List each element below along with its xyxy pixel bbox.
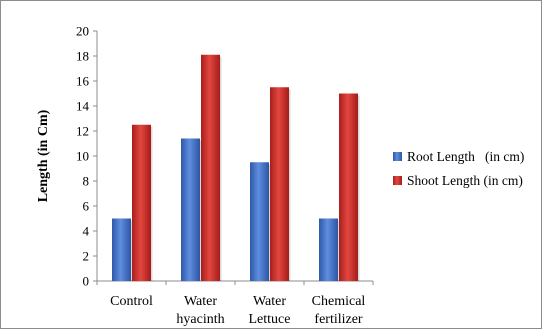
- legend: Root Length (in cm) Shoot Length (in cm): [393, 149, 524, 188]
- x-tick-label: fertilizer: [314, 312, 363, 327]
- y-tick-label: 12: [76, 124, 89, 139]
- y-tick-label: 16: [76, 74, 90, 89]
- y-tick-label: 10: [76, 149, 89, 164]
- bar-root-length: [181, 138, 200, 281]
- x-tick-label: hyacinth: [176, 312, 224, 327]
- bars: [112, 54, 360, 281]
- axis-labels: 0 2 4 6 8 10 12 14 16 18 20 Control Water hyacinth Wat…: [36, 24, 365, 328]
- legend-entry-label: Root Length (in cm): [407, 149, 524, 164]
- legend-swatch: [393, 176, 402, 185]
- bar-shoot-length: [339, 93, 358, 281]
- x-tick-label: Chemical: [312, 294, 366, 309]
- bar-root-length: [112, 218, 131, 281]
- x-tick-label: Control: [110, 294, 153, 309]
- x-tick-label: Water: [253, 294, 286, 309]
- y-tick-label: 0: [83, 274, 90, 289]
- y-tick-label: 20: [76, 24, 89, 39]
- bar-root-length: [250, 162, 269, 281]
- bar-root-length: [319, 218, 338, 281]
- y-tick-label: 14: [76, 99, 90, 114]
- legend-entry-label: Shoot Length (in cm): [407, 173, 523, 188]
- legend-swatch: [393, 152, 402, 161]
- y-tick-label: 6: [83, 199, 90, 214]
- bar-shoot-length: [270, 87, 289, 281]
- bar-shoot-length: [132, 124, 151, 281]
- y-tick-label: 4: [83, 224, 90, 239]
- y-tick-label: 2: [83, 249, 90, 264]
- bar-shoot-length: [201, 54, 220, 281]
- y-axis-label: Length (in Cm): [36, 109, 51, 202]
- y-tick-label: 18: [76, 49, 89, 64]
- y-tick-label: 8: [83, 174, 90, 189]
- x-tick-label: Water: [184, 294, 217, 309]
- x-tick-label: Lettuce: [249, 312, 291, 327]
